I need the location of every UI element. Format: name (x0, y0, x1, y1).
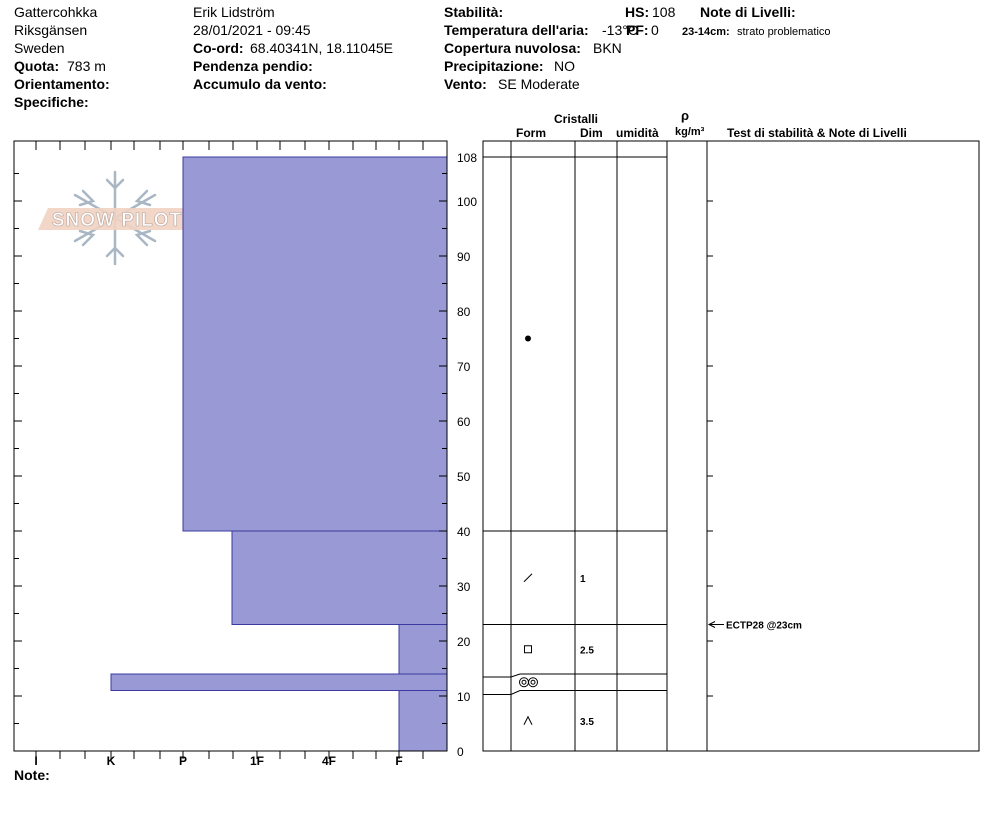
date-time: 28/01/2021 - 09:45 (193, 22, 311, 38)
air-temp-label: Temperatura dell'aria: (444, 22, 589, 38)
layer-note-range: 23-14cm: (682, 26, 730, 38)
y-tick-label: 90 (457, 250, 471, 264)
notes-label: Note: (14, 767, 50, 783)
square-grain-icon (524, 645, 532, 654)
cloud-value: BKN (593, 40, 622, 56)
density-unit: kg/m³ (675, 126, 705, 138)
layer-notes-label: Note di Livelli: (700, 4, 796, 20)
y-tick-label: 30 (457, 580, 471, 594)
layer-boundary-line (483, 673, 667, 678)
layer-boundary-line (483, 690, 667, 695)
grain-size-label: 3.5 (580, 717, 594, 728)
moisture-header: umidità (616, 126, 659, 140)
y-tick-label: 40 (457, 525, 471, 539)
crystals-header: Cristalli (554, 112, 599, 126)
pf-value: 0 (651, 22, 659, 38)
air-temp-value: -13°C (602, 22, 638, 38)
y-tick-label: 100 (457, 195, 477, 209)
hardness-layer-bar (182, 156, 448, 532)
hardness-layer-bar (398, 690, 448, 752)
layer-table-frame (482, 140, 980, 752)
y-tick-label: 20 (457, 635, 471, 649)
hardness-layer-bar (231, 530, 448, 625)
grain-size-label: 1 (580, 574, 586, 585)
test-arrow-icon (707, 621, 716, 628)
wind-label: Vento: (444, 76, 487, 92)
hardness-plot-frame (13, 140, 448, 752)
logo-text: SNOW PILOT (52, 210, 182, 231)
stability-label: Stabilità: (444, 4, 504, 20)
melt-form-icon (519, 677, 529, 688)
y-tick-label: 60 (457, 415, 471, 429)
hs-value: 108 (652, 4, 676, 20)
specifics-label: Specifiche: (14, 94, 89, 110)
elevation-value: 783 m (67, 58, 106, 74)
wind-loading-label: Accumulo da vento: (193, 76, 327, 92)
wind-value: SE Moderate (498, 76, 580, 92)
elevation-label: Quota: (14, 58, 60, 74)
form-header: Form (516, 126, 546, 140)
country-name: Sweden (14, 40, 65, 56)
hs-label: HS: (625, 4, 650, 20)
hardness-tick-label: K (107, 754, 116, 768)
melt-form-icon (521, 679, 527, 685)
precip-value: NO (554, 58, 575, 74)
y-tick-label: 0 (457, 745, 464, 759)
cloud-label: Copertura nuvolosa: (444, 40, 581, 56)
size-header: Dim (580, 126, 603, 140)
hardness-layer-bar (398, 624, 448, 675)
y-tick-label: 10 (457, 690, 471, 704)
melt-form-icon (530, 679, 536, 685)
slope-label: Pendenza pendio: (193, 58, 313, 74)
y-tick-label: 108 (457, 151, 477, 165)
depth-hoar-icon (523, 715, 533, 725)
hardness-tick-label: I (34, 754, 37, 768)
location-name: Gattercohkka (14, 4, 98, 20)
y-tick-label: 70 (457, 360, 471, 374)
round-grain-icon (525, 335, 531, 342)
hardness-layer-bar (110, 673, 448, 691)
melt-form-icon (528, 677, 538, 688)
hardness-tick-label: 4F (322, 754, 336, 768)
precip-label: Precipitazione: (444, 58, 544, 74)
faceted-grain-icon (523, 573, 533, 583)
hardness-tick-label: F (395, 754, 402, 768)
logo-banner: SNOW PILOT (38, 208, 196, 231)
layer-note-text: strato problematico (737, 26, 831, 38)
y-tick-label: 50 (457, 470, 471, 484)
hardness-tick-label: P (179, 754, 187, 768)
hardness-tick-label: 1F (250, 754, 264, 768)
pf-label: PF: (626, 22, 649, 38)
observer-name: Erik Lidström (193, 4, 275, 20)
coord-label: Co-ord: (193, 40, 244, 56)
area-name: Riksgänsen (14, 22, 88, 38)
y-tick-label: 80 (457, 305, 471, 319)
stability-test-result: ECTP28 @23cm (726, 621, 802, 632)
aspect-label: Orientamento: (14, 76, 110, 92)
tests-header: Test di stabilità & Note di Livelli (727, 126, 907, 140)
density-symbol: ρ (681, 108, 690, 123)
grain-size-label: 2.5 (580, 645, 594, 656)
coord-value: 68.40341N, 18.11045E (250, 40, 393, 56)
